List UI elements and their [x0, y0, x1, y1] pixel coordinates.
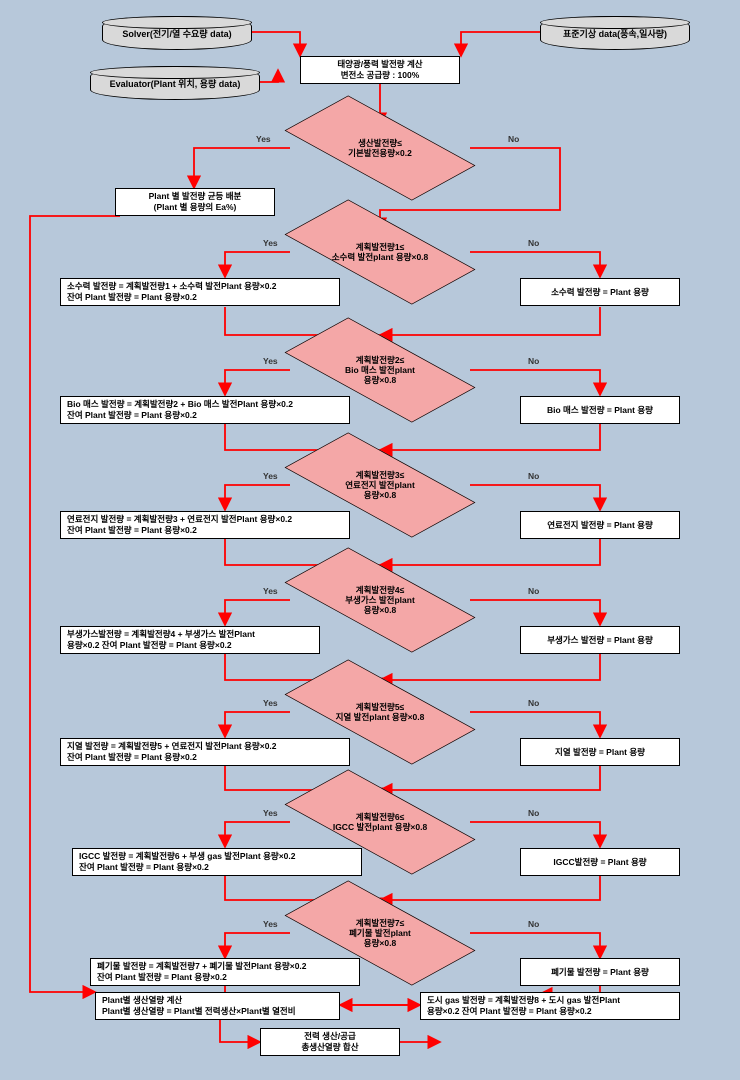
box-no1: 소수력 발전량 = Plant 용량 [520, 278, 680, 306]
cylinder-label: Evaluator(Plant 위치, 용량 data) [110, 77, 241, 90]
cylinder-evaluator: Evaluator(Plant 위치, 용량 data) [90, 66, 260, 100]
box-no4: 부생가스 발전량 = Plant 용량 [520, 626, 680, 654]
label-no: No [508, 134, 519, 144]
label-yes: Yes [263, 698, 278, 708]
label-no: No [528, 919, 539, 929]
label-yes: Yes [263, 471, 278, 481]
label-no: No [528, 586, 539, 596]
label-yes: Yes [256, 134, 271, 144]
label-no: No [528, 698, 539, 708]
box-final-right: 도시 gas 발전량 = 계획발전량8 + 도시 gas 발전Plant 용량×… [420, 992, 680, 1020]
diamond-text: 계획발전량7≤ 폐기물 발전plant 용량×0.8 [349, 918, 411, 949]
diamond-text: 계획발전량4≤ 부생가스 발전plant 용량×0.8 [345, 585, 415, 616]
diamond-text: 계획발전량6≤ IGCC 발전plant 용량×0.8 [333, 812, 427, 832]
diamond-text: 계획발전량3≤ 연료전지 발전plant 용량×0.8 [345, 470, 415, 501]
label-no: No [528, 471, 539, 481]
flowchart-canvas: Solver(전기/열 수요량 data) Evaluator(Plant 위치… [0, 0, 740, 1080]
box-final-left: Plant별 생산열량 계산 Plant별 생산열량 = Plant별 전력생산… [95, 992, 340, 1020]
box-eqdist: Plant 별 발전량 균등 배분 (Plant 별 용량의 Ea%) [115, 188, 275, 216]
box-yes4: 부생가스발전량 = 계획발전량4 + 부생가스 발전Plant 용량×0.2 잔… [60, 626, 320, 654]
box-no5: 지열 발전량 = Plant 용량 [520, 738, 680, 766]
box-yes7: 폐기물 발전량 = 계획발전량7 + 폐기물 발전Plant 용량×0.2 잔여… [90, 958, 360, 986]
box-no7: 폐기물 발전량 = Plant 용량 [520, 958, 680, 986]
box-final-bottom: 전력 생산/공급 총생산열량 합산 [260, 1028, 400, 1056]
label-no: No [528, 238, 539, 248]
box-yes3: 연료전지 발전량 = 계획발전량3 + 연료전지 발전Plant 용량×0.2 … [60, 511, 350, 539]
label-no: No [528, 808, 539, 818]
diamond-text: 계획발전량2≤ Bio 매스 발전plant 용량×0.8 [345, 355, 415, 386]
box-no2: Bio 매스 발전량 = Plant 용량 [520, 396, 680, 424]
label-yes: Yes [263, 586, 278, 596]
cylinder-label: 표준기상 data(풍속,일사량) [563, 27, 667, 40]
label-yes: Yes [263, 356, 278, 366]
label-no: No [528, 356, 539, 366]
cylinder-solver: Solver(전기/열 수요량 data) [102, 16, 252, 50]
cylinder-weather: 표준기상 data(풍속,일사량) [540, 16, 690, 50]
box-no6: IGCC발전량 = Plant 용량 [520, 848, 680, 876]
diamond-d0: 생산발전량≤ 기본발전용량×0.2 [290, 103, 470, 193]
label-yes: Yes [263, 919, 278, 929]
diamond-text: 계획발전량5≤ 지열 발전plant 용량×0.8 [336, 702, 425, 722]
label-yes: Yes [263, 238, 278, 248]
diamond-text: 생산발전량≤ 기본발전용량×0.2 [348, 138, 412, 158]
box-yes2: Bio 매스 발전량 = 계획발전량2 + Bio 매스 발전Plant 용량×… [60, 396, 350, 424]
box-yes1: 소수력 발전량 = 계획발전량1 + 소수력 발전Plant 용량×0.2 잔여… [60, 278, 340, 306]
box-no3: 연료전지 발전량 = Plant 용량 [520, 511, 680, 539]
label-yes: Yes [263, 808, 278, 818]
box-top: 태양광/풍력 발전량 계산 변전소 공급량 : 100% [300, 56, 460, 84]
diamond-text: 계획발전량1≤ 소수력 발전plant 용량×0.8 [332, 242, 429, 262]
box-yes5: 지열 발전량 = 계획발전량5 + 연료전지 발전Plant 용량×0.2 잔여… [60, 738, 350, 766]
cylinder-label: Solver(전기/열 수요량 data) [122, 27, 231, 40]
box-yes6: IGCC 발전량 = 계획발전량6 + 부생 gas 발전Plant 용량×0.… [72, 848, 362, 876]
